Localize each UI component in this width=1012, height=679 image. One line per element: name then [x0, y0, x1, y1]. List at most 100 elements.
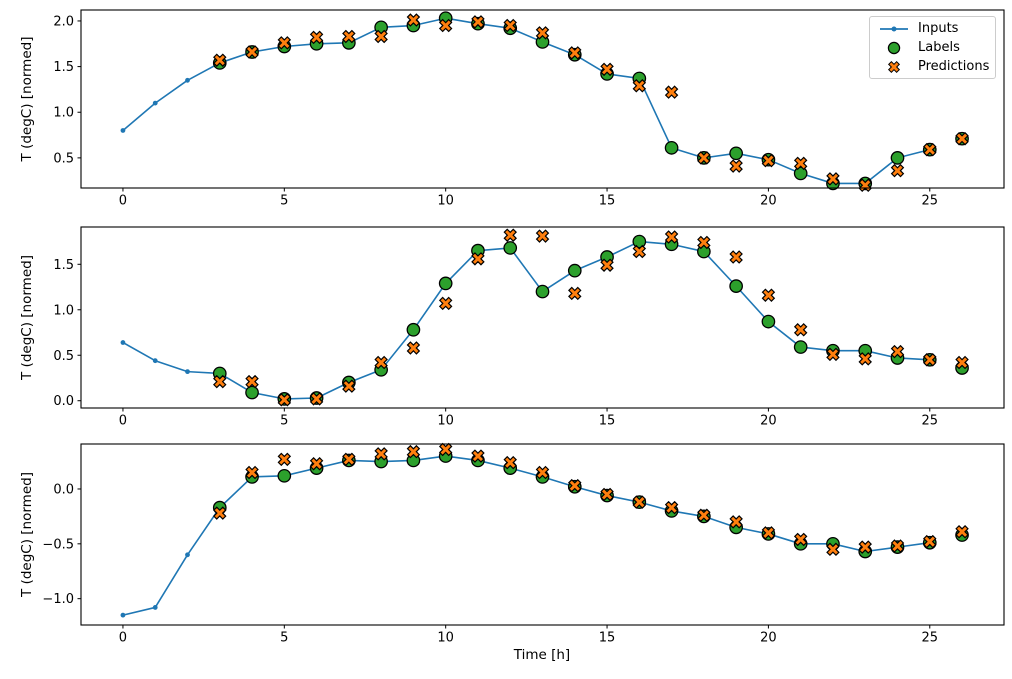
legend-label-inputs: Inputs: [918, 21, 959, 36]
prediction-point: [955, 131, 969, 146]
prediction-point: [632, 495, 647, 509]
x-tick-label: 20: [760, 631, 777, 646]
prediction-point: [245, 465, 259, 480]
x-tick-label: 20: [760, 194, 777, 209]
prediction-point: [213, 506, 227, 520]
prediction-point: [438, 296, 453, 311]
label-point: [503, 241, 518, 255]
inputs-point: [120, 612, 126, 618]
y-tick-label: 1.0: [53, 303, 74, 318]
prediction-point: [793, 323, 808, 337]
legend-item-predictions: Predictions: [870, 57, 995, 76]
prediction-point: [277, 452, 292, 467]
y-tick-label: −0.5: [42, 537, 74, 552]
prediction-point: [793, 156, 808, 171]
label-point: [277, 468, 292, 483]
prediction-point: [568, 46, 582, 60]
ylabel-subplot-3: T (degC) [normed]: [19, 472, 35, 598]
prediction-point: [342, 379, 356, 393]
x-tick-label: 5: [280, 194, 288, 209]
axes-frame: [80, 226, 1005, 409]
label-point: [438, 276, 453, 291]
prediction-point: [697, 151, 711, 165]
x-tick-label: 0: [119, 631, 127, 646]
prediction-point: [438, 18, 453, 33]
prediction-point: [729, 515, 743, 529]
prediction-point: [761, 288, 776, 302]
x-tick-label: 25: [921, 631, 938, 646]
y-tick-label: −1.0: [42, 592, 74, 607]
label-point: [406, 322, 421, 337]
x-tick-label: 10: [437, 414, 454, 429]
prediction-point: [277, 36, 292, 50]
prediction-point: [729, 159, 743, 173]
x-tick-label: 20: [760, 414, 777, 429]
prediction-point: [568, 478, 582, 493]
x-tick-label: 0: [119, 194, 127, 209]
x-tick-label: 25: [921, 414, 938, 429]
prediction-point: [890, 163, 905, 178]
x-tick-label: 15: [599, 194, 616, 209]
prediction-point: [374, 29, 388, 44]
axes-frame: [80, 443, 1005, 626]
prediction-point: [697, 235, 711, 250]
prediction-point: [503, 18, 517, 33]
prediction-point: [890, 344, 905, 359]
prediction-point: [761, 526, 776, 540]
x-tick-label: 10: [437, 631, 454, 646]
prediction-point: [632, 79, 647, 93]
prediction-point: [858, 540, 872, 554]
y-tick-label: 1.5: [53, 258, 74, 273]
axes-frame: [80, 9, 1005, 189]
prediction-point: [664, 500, 679, 515]
prediction-point: [568, 286, 582, 301]
y-tick-label: 0.5: [53, 151, 74, 166]
y-tick-label: 1.5: [53, 60, 74, 75]
x-tick-label: 0: [119, 414, 127, 429]
prediction-point: [535, 26, 550, 40]
x-tick-label: 15: [599, 631, 616, 646]
inputs-line: [122, 455, 930, 616]
predictions-x-icon: [887, 60, 901, 73]
generated-chart-layers: 0 5 10 15 20 25 0.5 1.0 1.5 2.0 0 5 10 15 20 25 0.0 0.5 1.…: [42, 9, 1005, 646]
inputs-point: [152, 358, 158, 364]
prediction-point: [793, 532, 808, 547]
prediction-point: [471, 252, 485, 266]
prediction-point: [471, 449, 485, 463]
label-point: [890, 151, 905, 165]
prediction-point: [729, 250, 743, 264]
label-point: [761, 314, 776, 329]
prediction-point: [600, 258, 614, 272]
prediction-point: [245, 374, 259, 389]
prediction-point: [826, 172, 840, 186]
y-tick-label: 0.0: [53, 394, 74, 409]
prediction-point: [955, 525, 969, 539]
prediction-point: [600, 62, 614, 77]
label-point: [535, 284, 550, 299]
prediction-point: [471, 15, 485, 29]
labels-circle-icon: [887, 41, 901, 54]
legend-item-inputs: Inputs: [870, 19, 995, 38]
legend: Inputs Labels Predictions: [869, 16, 996, 79]
label-point: [793, 340, 808, 354]
prediction-point: [535, 465, 550, 480]
inputs-point: [120, 340, 126, 345]
x-tick-label: 5: [280, 414, 288, 429]
prediction-point: [600, 487, 614, 502]
prediction-point: [245, 45, 259, 59]
prediction-point: [406, 13, 421, 27]
label-point: [632, 234, 647, 249]
prediction-point: [826, 542, 840, 557]
inputs-point: [185, 369, 190, 375]
y-tick-label: 1.0: [53, 106, 74, 121]
inputs-point: [120, 128, 126, 133]
x-tick-label: 15: [599, 414, 616, 429]
label-point: [793, 166, 808, 181]
prediction-point: [309, 392, 324, 406]
prediction-point: [374, 447, 388, 461]
prediction-point: [213, 53, 227, 67]
prediction-point: [342, 29, 356, 44]
prediction-point: [761, 153, 776, 168]
xlabel: Time [h]: [513, 647, 570, 663]
